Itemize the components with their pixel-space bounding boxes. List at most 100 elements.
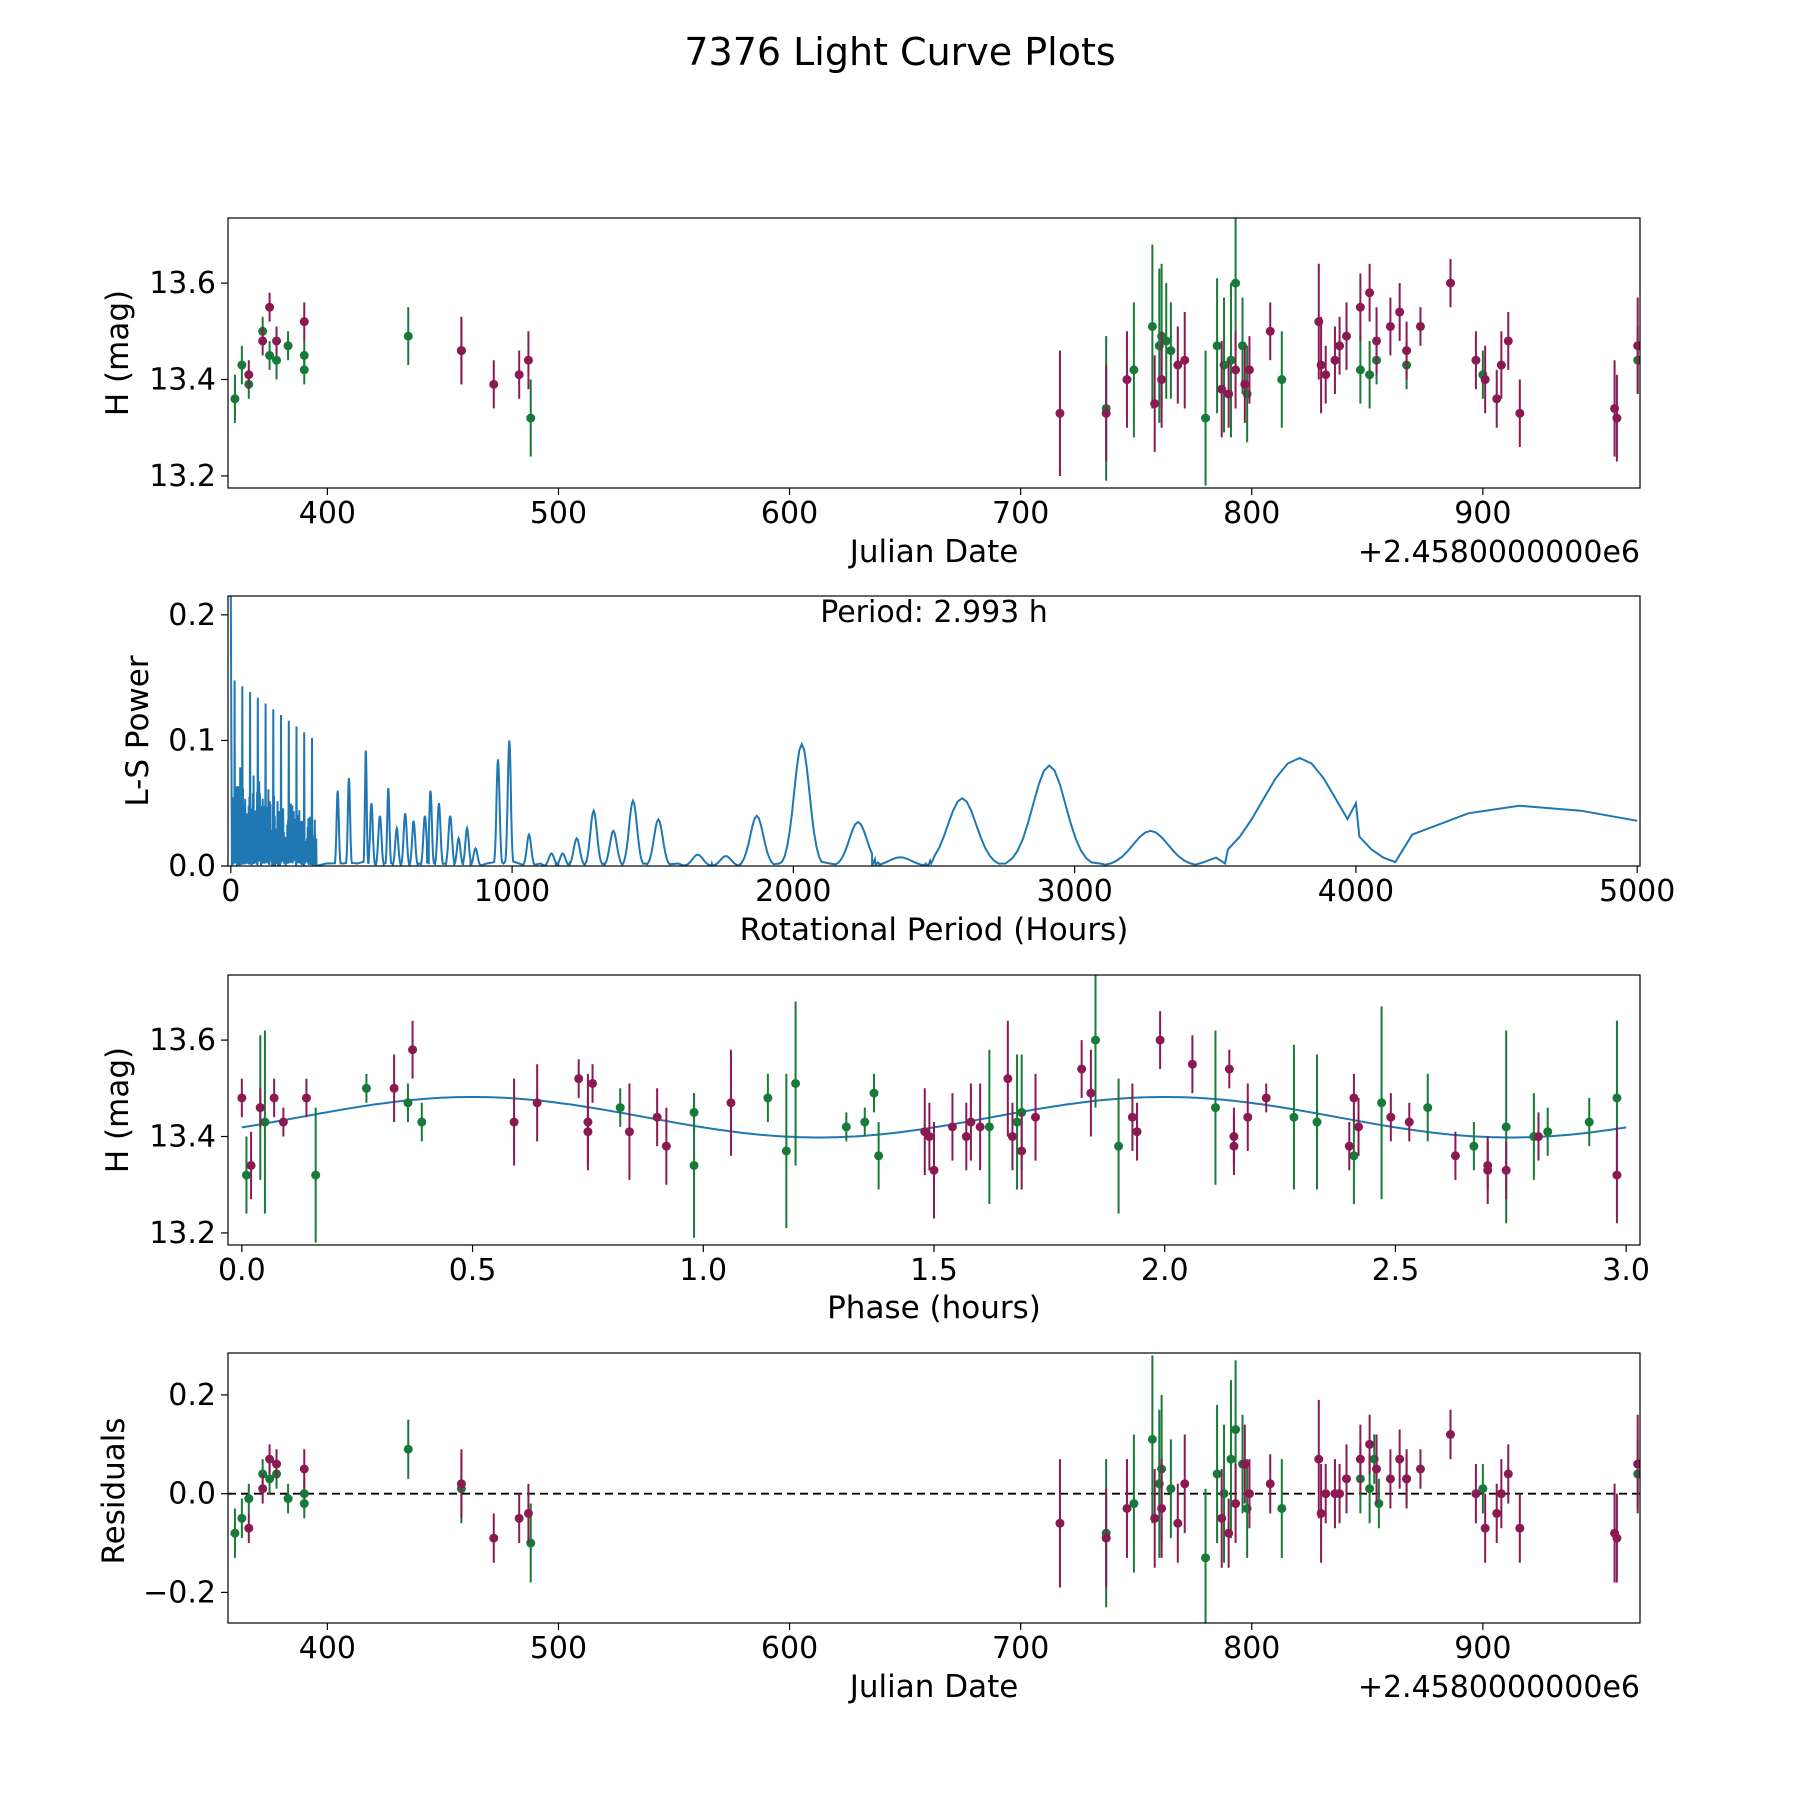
residuals-ytick-label: 0.2 (168, 1378, 216, 1413)
phased-point (1127, 1112, 1137, 1122)
lightcurve-point (265, 302, 275, 312)
phased-point (947, 1122, 957, 1132)
lightcurve-point (1372, 336, 1382, 346)
phased-point (1612, 1170, 1622, 1180)
phased-point (1483, 1160, 1493, 1170)
phased-point (1469, 1141, 1479, 1151)
residuals-point (1471, 1489, 1481, 1499)
phased-ytick-label: 13.2 (149, 1216, 216, 1251)
phased-point (1017, 1146, 1027, 1156)
residuals-point (1496, 1489, 1506, 1499)
lightcurve-point (1342, 331, 1352, 341)
phased-point (361, 1083, 371, 1093)
lightcurve-point (1335, 341, 1345, 351)
phased-xtick-label: 0.5 (449, 1253, 497, 1288)
phased-point (1077, 1064, 1087, 1074)
phased-point (1224, 1064, 1234, 1074)
lightcurve-plot-area (230, 218, 1640, 486)
phased-point (1229, 1141, 1239, 1151)
phased-point (269, 1093, 279, 1103)
lightcurve-point (1480, 375, 1490, 385)
lightcurve-point (299, 350, 309, 360)
residuals-point (1201, 1553, 1211, 1563)
phased-xtick-label: 3.0 (1602, 1253, 1650, 1288)
phased-ytick-label: 13.4 (149, 1120, 216, 1155)
phased-point (1261, 1093, 1271, 1103)
residuals-plot-area (228, 1355, 1640, 1623)
residuals-point (1122, 1503, 1132, 1513)
lightcurve-axes: 400 500 600 700 800 900 13.2 13.4 13.6 (149, 266, 1511, 531)
phased-point (1086, 1088, 1096, 1098)
lightcurve-point (244, 370, 254, 380)
lightcurve-ytick-label: 13.6 (149, 266, 216, 301)
residuals-point (1385, 1474, 1395, 1484)
periodogram-xtick-label: 1000 (474, 874, 550, 909)
residuals-point (1612, 1533, 1622, 1543)
periodogram-x-label: Rotational Period (Hours) (740, 912, 1129, 948)
phased-point (588, 1078, 598, 1088)
lightcurve-point (1496, 360, 1506, 370)
lightcurve-point (1492, 394, 1502, 404)
residuals-point (283, 1494, 293, 1504)
lightcurve-point (1503, 336, 1513, 346)
phased-point (1031, 1112, 1041, 1122)
residuals-axes: 400 500 600 700 800 900 −0.2 0.0 0.2 (143, 1378, 1511, 1666)
residuals-xtick-label: 900 (1454, 1631, 1511, 1666)
residuals-frame (227, 1352, 1641, 1624)
phased-point (841, 1122, 851, 1132)
residuals-point (1321, 1489, 1331, 1499)
residuals-point (1180, 1479, 1190, 1489)
residuals-point (244, 1523, 254, 1533)
lightcurve-point (1385, 321, 1395, 331)
residuals-point (1372, 1464, 1382, 1474)
residuals-xtick-label: 600 (761, 1631, 818, 1666)
phased-point (574, 1074, 584, 1084)
lightcurve-point (1217, 384, 1227, 394)
phased-point (966, 1117, 976, 1127)
residuals-point (1173, 1518, 1183, 1528)
lightcurve-point (1147, 321, 1157, 331)
lightcurve-point (1446, 278, 1456, 288)
phased-point (1386, 1112, 1396, 1122)
phased-point (1007, 1132, 1017, 1142)
phased-point (924, 1132, 934, 1142)
phased-point (869, 1088, 879, 1098)
residuals-x-label: Julian Date (848, 1669, 1019, 1705)
lightcurve-xtick-label: 700 (992, 496, 1049, 531)
figure-title: 7376 Light Curve Plots (684, 30, 1115, 74)
phased-x-label: Phase (hours) (827, 1290, 1041, 1326)
phased-xtick-label: 1.5 (910, 1253, 958, 1288)
lightcurve-point (1265, 326, 1275, 336)
lightcurve-point (1129, 365, 1139, 375)
residuals-ytick-label: 0.0 (168, 1477, 216, 1512)
phased-point (1377, 1098, 1387, 1108)
residuals-point (1515, 1523, 1525, 1533)
residuals-point (1277, 1503, 1287, 1513)
phased-point (1114, 1141, 1124, 1151)
residuals-point (272, 1459, 282, 1469)
residuals-point (514, 1513, 524, 1523)
phased-point (961, 1132, 971, 1142)
lightcurve-point (1515, 408, 1525, 418)
residuals-xtick-label: 800 (1223, 1631, 1280, 1666)
phased-frame (227, 974, 1641, 1246)
phased-point (1289, 1112, 1299, 1122)
phased-point (532, 1098, 542, 1108)
lightcurve-point (1150, 399, 1160, 409)
phased-point (1354, 1122, 1364, 1132)
lightcurve-point (299, 317, 309, 327)
phased-point (874, 1151, 884, 1161)
lightcurve-xtick-label: 600 (761, 496, 818, 531)
periodogram-xtick-label: 5000 (1599, 874, 1675, 909)
phased-point (726, 1098, 736, 1108)
residuals-point (1101, 1533, 1111, 1543)
residuals-point (1231, 1499, 1241, 1509)
residuals-point (1217, 1513, 1227, 1523)
phased-point (615, 1103, 625, 1113)
phased-y-label: H (mag) (100, 1047, 136, 1173)
phased-point (763, 1093, 773, 1103)
phased-point (1132, 1127, 1142, 1137)
lightcurve-point (1231, 278, 1241, 288)
residuals-point (237, 1513, 247, 1523)
residuals-point (1492, 1508, 1502, 1518)
